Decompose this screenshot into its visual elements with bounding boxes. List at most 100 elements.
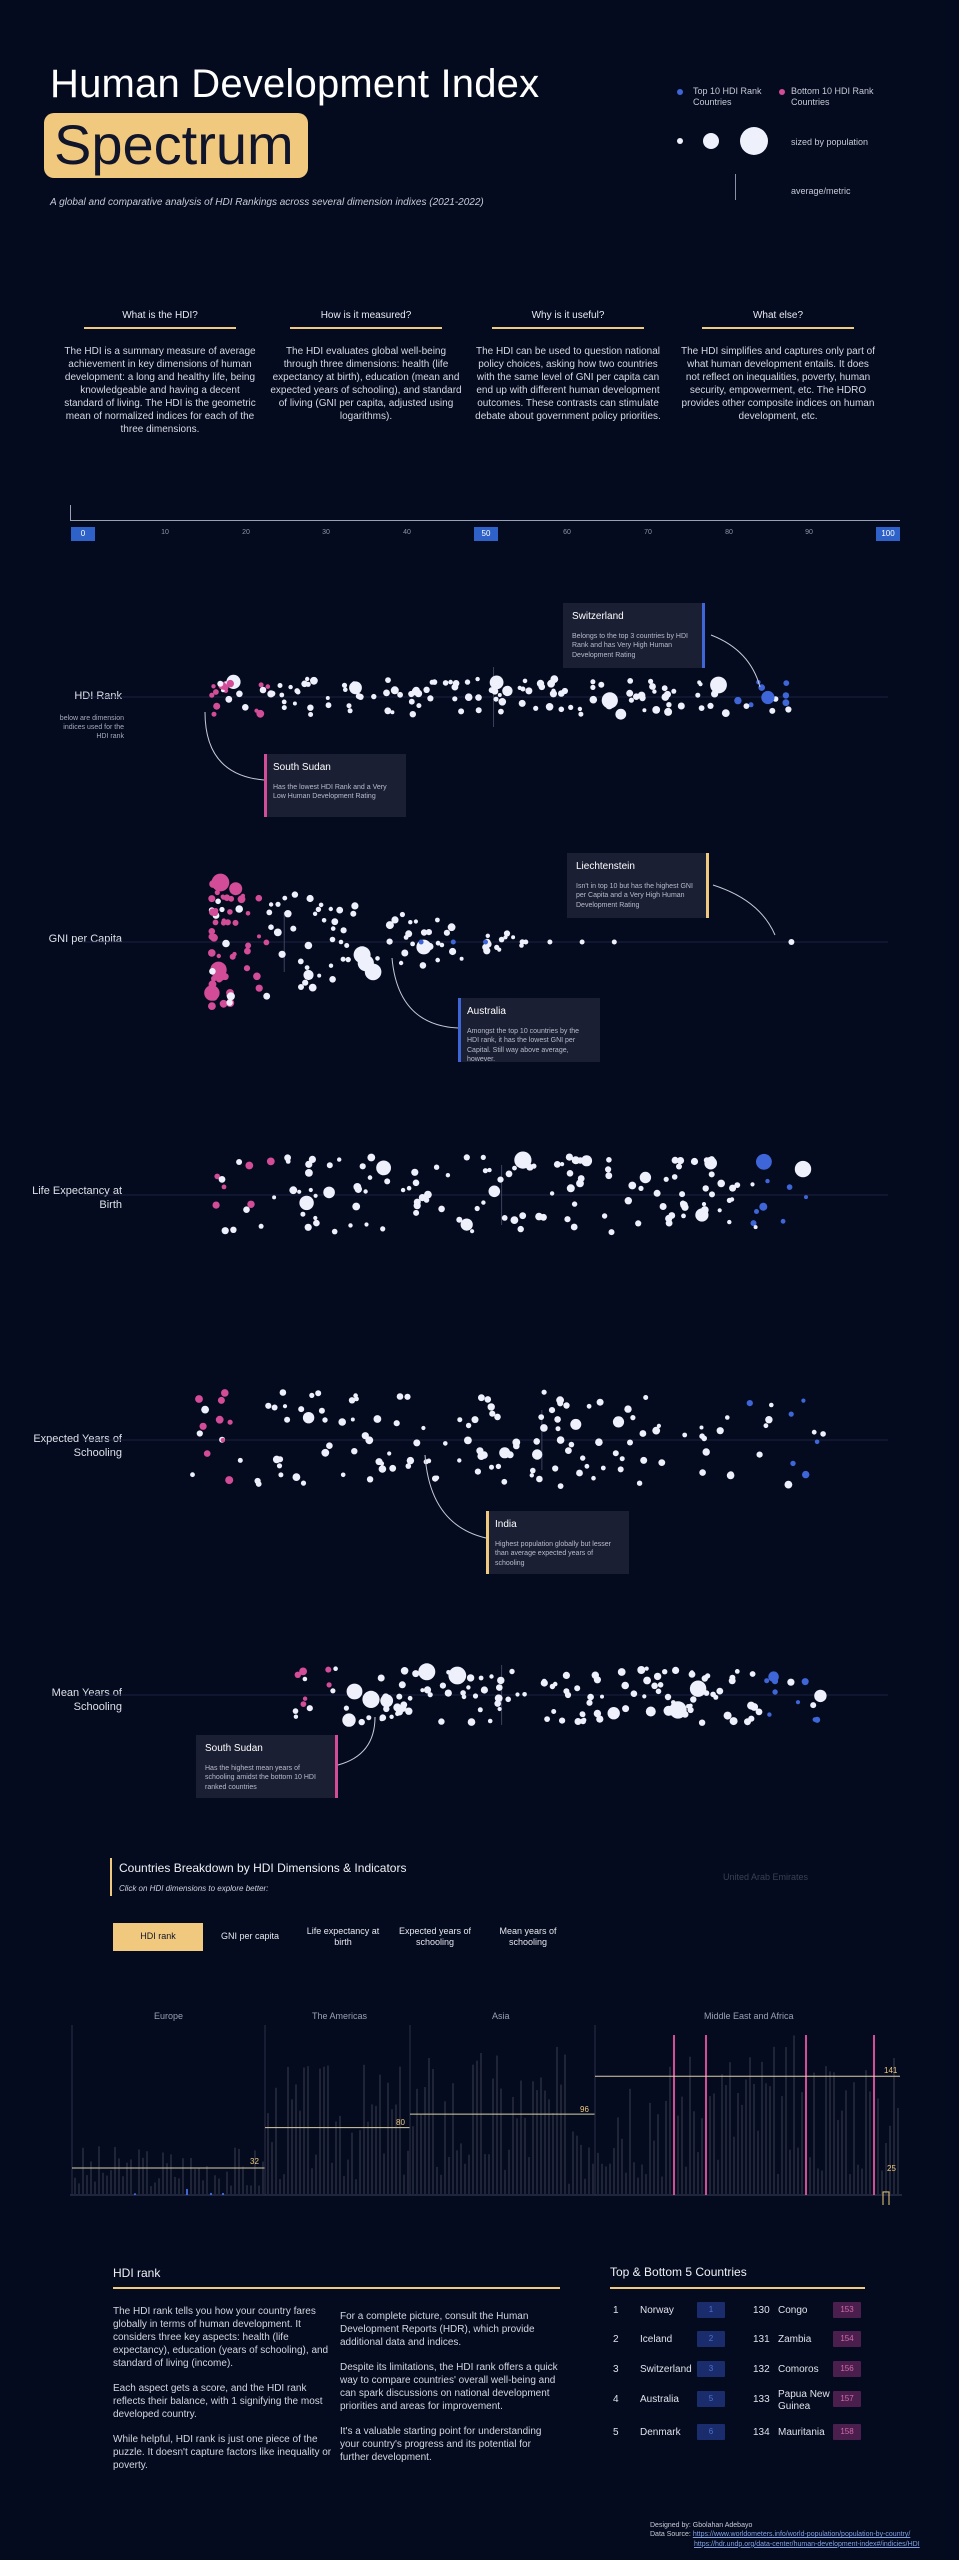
country-dot	[653, 1189, 661, 1197]
country-dot	[702, 1185, 709, 1192]
country-bar	[114, 2146, 116, 2195]
country-dot	[676, 1163, 682, 1170]
country-dot	[639, 694, 646, 702]
country-dot	[278, 1472, 284, 1478]
country-bar	[580, 2144, 582, 2195]
country-dot	[268, 902, 274, 907]
country-dot	[411, 1168, 419, 1176]
tab-mean-schooling[interactable]: Mean years of schooling	[499, 1925, 557, 1947]
country-dot	[435, 917, 440, 923]
country-dot	[230, 1226, 237, 1233]
credits-source-link-2[interactable]: https://hdr.undp.org/data-center/human-d…	[694, 2540, 920, 2548]
country-dot	[439, 1682, 446, 1689]
country-dot	[664, 707, 673, 716]
country-dot	[265, 684, 271, 689]
country-dot	[304, 941, 313, 950]
region-bar-chart	[70, 2025, 902, 2205]
tab-life-expectancy[interactable]: Life expectancy at birth	[306, 1925, 380, 1947]
country-bar	[833, 2072, 835, 2195]
legend-bottom10-label: Bottom 10 HDI Rank Countries	[791, 86, 874, 108]
country-dot	[245, 1161, 254, 1170]
row-number: 5	[613, 2427, 619, 2438]
country-dot	[517, 685, 522, 690]
country-dot	[429, 679, 435, 685]
country-bar	[897, 2107, 899, 2195]
tab-gni-per-capita[interactable]: GNI per capita	[220, 1931, 280, 1942]
country-dot	[226, 999, 233, 1006]
country-dot	[801, 1678, 809, 1686]
country-bar	[745, 2079, 747, 2195]
country-dot	[301, 680, 308, 688]
country-bar	[837, 2119, 839, 2195]
country-dot	[221, 895, 226, 900]
country-bar	[592, 2163, 594, 2195]
country-dot	[545, 703, 554, 711]
country-dot	[698, 1719, 706, 1726]
country-dot	[380, 1226, 386, 1232]
country-dot	[514, 1151, 532, 1169]
country-bar	[597, 2152, 599, 2195]
country-dot	[497, 693, 502, 697]
country-dot	[581, 1717, 587, 1723]
bottom-number: 134	[753, 2427, 770, 2438]
country-dot	[472, 1693, 479, 1699]
country-bar	[729, 2062, 731, 2195]
country-dot	[655, 1688, 662, 1695]
country-dot	[217, 1396, 225, 1404]
country-dot	[498, 936, 505, 943]
country-dot	[734, 1182, 741, 1188]
country-dot	[689, 1680, 707, 1697]
bottom-rank-badge: 153	[833, 2302, 861, 2318]
country-dot	[213, 689, 219, 695]
country-dot	[383, 689, 390, 697]
country-dot	[418, 1663, 436, 1681]
hdi-beeswarm-chart	[83, 634, 888, 1766]
country-dot	[216, 976, 221, 981]
country-dot	[814, 1689, 827, 1703]
country-dot	[458, 708, 465, 715]
country-dot	[464, 679, 471, 685]
country-bar	[609, 2163, 611, 2195]
country-dot	[636, 1480, 643, 1486]
country-dot	[435, 957, 441, 963]
info-paragraph: The HDI rank tells you how your country …	[113, 2306, 329, 2369]
country-dot	[331, 1228, 338, 1235]
country-dot	[701, 1202, 707, 1207]
country-bar	[122, 2176, 124, 2195]
country-dot	[396, 1693, 403, 1700]
country-dot	[348, 1397, 356, 1404]
country-bar	[222, 2192, 224, 2195]
country-dot	[413, 1439, 421, 1447]
country-dot	[644, 1666, 649, 1671]
country-dot	[304, 1223, 312, 1231]
country-dot	[302, 1412, 315, 1424]
country-dot	[801, 1398, 806, 1403]
tab-hdi-rank[interactable]: HDI rank	[113, 1923, 203, 1951]
country-dot	[331, 918, 339, 926]
country-bar	[881, 2170, 883, 2195]
callout-title: Switzerland	[572, 611, 624, 622]
country-dot	[466, 1674, 475, 1682]
country-dot	[412, 1670, 420, 1678]
country-dot	[568, 704, 574, 710]
callout-body: Has the lowest HDI Rank and a Very Low H…	[273, 784, 387, 801]
country-bar	[873, 2035, 875, 2195]
credits-source-link-1[interactable]: https://www.worldometers.info/world-popu…	[692, 2531, 911, 2539]
country-dot	[308, 1155, 316, 1163]
country-dot	[299, 1195, 314, 1211]
country-dot	[498, 698, 507, 706]
country-bar	[359, 2130, 361, 2195]
country-dot	[666, 702, 672, 708]
country-dot	[606, 1157, 612, 1163]
country-bar	[432, 2068, 434, 2195]
callout-title: South Sudan	[273, 762, 331, 773]
country-dot	[598, 681, 605, 688]
country-bar	[448, 2157, 450, 2195]
country-dot	[413, 1209, 420, 1216]
tab-expected-schooling[interactable]: Expected years of schooling	[398, 1925, 472, 1947]
country-dot	[244, 947, 251, 955]
country-dot	[460, 1218, 473, 1231]
country-bar	[633, 2162, 635, 2195]
table-row: 1 Norway 1 130 Congo 153	[610, 2300, 870, 2322]
country-dot	[385, 921, 394, 930]
